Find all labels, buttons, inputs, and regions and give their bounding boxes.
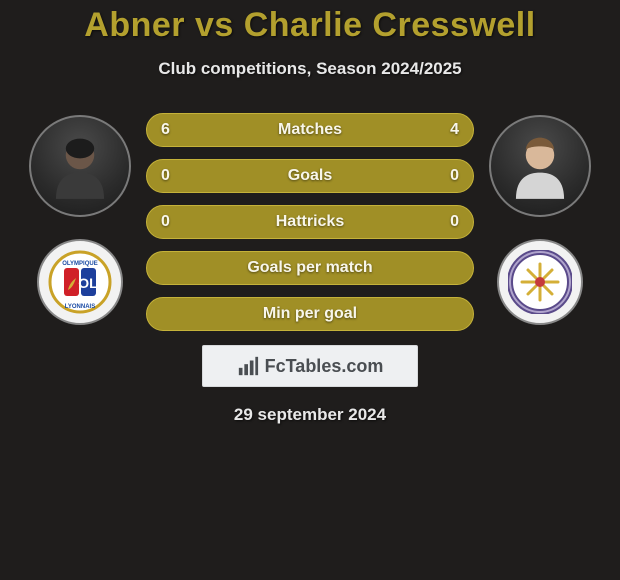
stat-left-value: 6	[161, 121, 170, 139]
stat-label: Goals	[288, 167, 332, 185]
stat-goals: 0 Goals 0	[146, 159, 474, 193]
stat-goals-per-match: Goals per match	[146, 251, 474, 285]
right-column: TFC	[480, 113, 600, 325]
stat-left-value: 0	[161, 167, 170, 185]
left-club-badge: OLYMPIQUE LYONNAIS OL	[37, 239, 123, 325]
date-text: 29 september 2024	[0, 405, 620, 425]
bars-icon	[237, 355, 259, 377]
person-icon	[45, 131, 115, 201]
stat-matches: 6 Matches 4	[146, 113, 474, 147]
stat-right-value: 0	[450, 167, 459, 185]
main-row: OLYMPIQUE LYONNAIS OL 6 Matches 4 0 Goal…	[0, 113, 620, 331]
stat-min-per-goal: Min per goal	[146, 297, 474, 331]
stat-label: Min per goal	[263, 305, 357, 323]
subtitle: Club competitions, Season 2024/2025	[0, 59, 620, 79]
right-club-badge: TFC	[497, 239, 583, 325]
left-column: OLYMPIQUE LYONNAIS OL	[20, 113, 140, 325]
watermark-text: FcTables.com	[265, 356, 384, 377]
watermark-box: FcTables.com	[202, 345, 418, 387]
ol-badge-icon: OLYMPIQUE LYONNAIS OL	[48, 250, 112, 314]
stat-right-value: 0	[450, 213, 459, 231]
stat-hattricks: 0 Hattricks 0	[146, 205, 474, 239]
left-player-avatar	[29, 115, 131, 217]
svg-text:OL: OL	[78, 275, 98, 291]
stat-label: Goals per match	[247, 259, 372, 277]
right-player-avatar	[489, 115, 591, 217]
stats-column: 6 Matches 4 0 Goals 0 0 Hattricks 0 Goal…	[140, 113, 480, 331]
tfc-badge-icon: TFC	[508, 250, 572, 314]
stat-left-value: 0	[161, 213, 170, 231]
svg-text:LYONNAIS: LYONNAIS	[65, 304, 95, 310]
svg-text:OLYMPIQUE: OLYMPIQUE	[62, 261, 97, 267]
stat-label: Matches	[278, 121, 342, 139]
stat-right-value: 4	[450, 121, 459, 139]
page-title: Abner vs Charlie Cresswell	[0, 6, 620, 45]
person-icon	[505, 131, 575, 201]
comparison-card: Abner vs Charlie Cresswell Club competit…	[0, 0, 620, 580]
stat-label: Hattricks	[276, 213, 344, 231]
